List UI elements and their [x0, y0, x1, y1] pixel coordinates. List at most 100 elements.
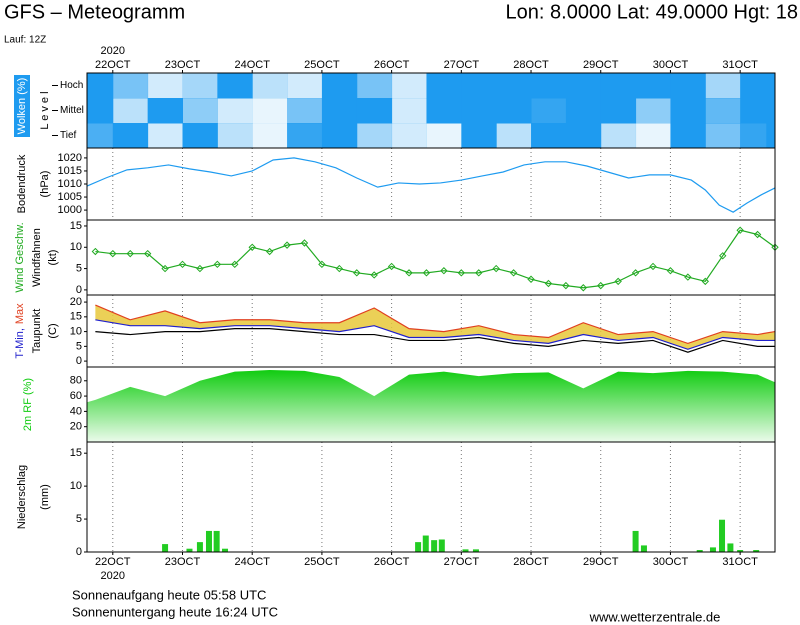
axis-label-part: Wind Geschw.: [14, 222, 26, 292]
cloud-cell: [565, 98, 602, 124]
axis-label: Wolken (%): [16, 78, 28, 135]
bar: [213, 530, 220, 552]
y-tick-label: 1010: [58, 178, 82, 190]
y-tick-label: 5: [76, 340, 82, 352]
x-tick-label: 31OCT: [722, 59, 758, 71]
y-tick-label: 10: [70, 480, 82, 492]
point: [562, 281, 570, 290]
cloud-cell: [531, 98, 567, 124]
y-tick-label: 40: [70, 405, 82, 417]
cloud-cell: [112, 73, 149, 99]
x-axis-label: 2020: [101, 45, 125, 57]
x-tick-label: 23OCT: [165, 59, 201, 71]
x-tick-label: 25OCT: [304, 59, 340, 71]
axis-label: (C): [47, 323, 59, 338]
cloud-cell: [705, 98, 741, 124]
cloud-cell: [496, 73, 532, 99]
cloud-cell: [287, 98, 323, 124]
point: [631, 269, 640, 277]
y-tick-label: 5: [76, 262, 82, 274]
cloud-cell: [705, 123, 741, 149]
bar: [186, 548, 193, 552]
bar: [727, 543, 734, 552]
cloud-cell: [461, 123, 497, 149]
point: [509, 269, 518, 277]
x-tick-label: 24OCT: [234, 556, 270, 568]
axis-label-part: (mm): [39, 484, 51, 510]
point: [544, 279, 553, 288]
cloud-cell: [426, 73, 462, 99]
x-tick-label: 25OCT: [304, 556, 340, 568]
point: [231, 260, 239, 269]
point: [492, 264, 500, 273]
point: [265, 247, 274, 256]
series-line: [95, 328, 775, 353]
axis-label-part: Windfahnen: [31, 228, 43, 287]
cloud-cell: [252, 123, 288, 149]
sunset: Sonnenuntergang heute 16:24 UTC: [72, 604, 278, 619]
y-tick-label: 10: [70, 325, 82, 337]
axis-label: L e v e l: [39, 91, 51, 129]
y-tick-label: 1000: [58, 204, 82, 216]
point: [248, 243, 256, 251]
point: [597, 281, 605, 290]
cloud-cell: [112, 98, 149, 124]
cloud-cell: [740, 73, 767, 99]
bar: [737, 550, 744, 552]
bar: [462, 549, 469, 552]
axis-label: Wind Geschw.: [14, 222, 26, 292]
x-tick-label: 24OCT: [234, 59, 270, 71]
cloud-cell: [87, 123, 114, 149]
point: [109, 249, 117, 258]
point: [440, 267, 448, 275]
area: [87, 370, 775, 442]
cloud-cell: [766, 73, 776, 99]
x-tick-label: 22OCT: [95, 59, 131, 71]
x-tick-label: 26OCT: [374, 59, 410, 71]
cloud-cell: [635, 98, 671, 124]
cloud-cell: [252, 98, 288, 124]
cloud-cell: [635, 73, 671, 99]
cloud-cell: [635, 123, 671, 149]
cloud-cell: [147, 98, 183, 124]
point: [387, 262, 396, 271]
bar: [431, 540, 438, 552]
bar: [222, 548, 229, 552]
point: [736, 226, 744, 234]
cloud-cell: [182, 123, 218, 149]
row-label: Hoch: [60, 80, 83, 91]
cloud-cell: [182, 98, 218, 124]
cloud-cell: [670, 98, 706, 124]
bar: [632, 530, 639, 552]
x-tick-label: 29OCT: [583, 556, 619, 568]
axis-label-part: 2m RF (%): [22, 378, 34, 431]
point: [353, 269, 361, 277]
bar: [753, 550, 760, 552]
series-line: [95, 229, 776, 289]
bar: [719, 519, 726, 552]
cloud-cell: [670, 73, 706, 99]
point: [475, 269, 483, 277]
run: Lauf: 12Z: [4, 35, 46, 46]
bar: [709, 547, 716, 552]
cloud-cell: [112, 123, 149, 149]
y-tick-label: 20: [70, 296, 82, 308]
point: [614, 277, 622, 286]
axis-label-part: Max: [14, 303, 26, 324]
point: [457, 269, 466, 277]
cloud-cell: [600, 98, 637, 124]
cloud-cell: [740, 123, 767, 149]
cloud-cell: [287, 73, 323, 99]
axis-label-part: Wolken (%): [16, 78, 28, 135]
axis-label: (hPa): [39, 171, 51, 198]
y-tick-label: 60: [70, 390, 82, 402]
cloud-cell: [287, 123, 323, 149]
axis-label: Taupunkt: [31, 309, 43, 354]
point: [143, 249, 152, 258]
sunrise: Sonnenaufgang heute 05:58 UTC: [72, 587, 266, 602]
x-tick-label: 31OCT: [722, 556, 758, 568]
point: [370, 271, 378, 279]
series-line: [95, 319, 775, 350]
point: [527, 275, 535, 283]
